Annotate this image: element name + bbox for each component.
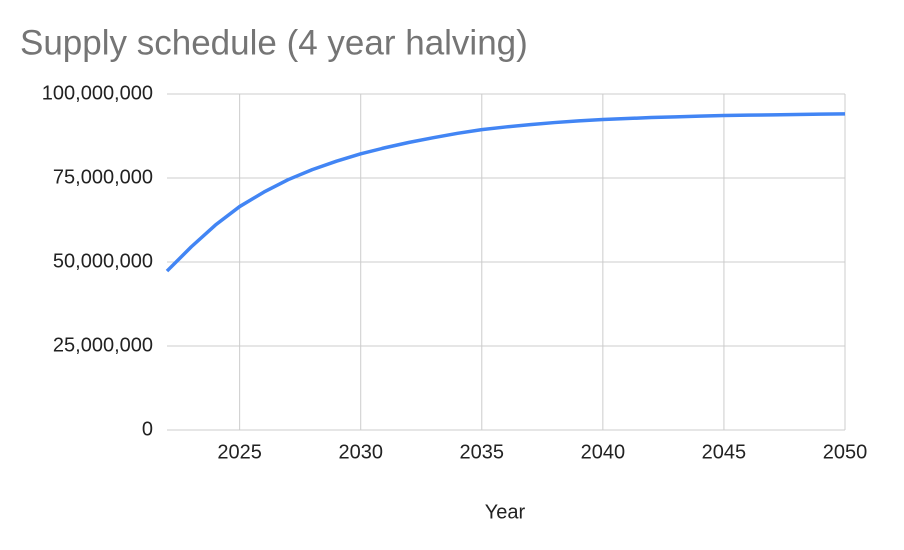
x-tick-label: 2045 <box>702 441 747 463</box>
data-line <box>165 112 846 273</box>
chart-title: Supply schedule (4 year halving) <box>20 23 528 62</box>
y-tick-label: 75,000,000 <box>53 166 153 188</box>
y-tick-label: 0 <box>142 418 153 440</box>
y-tick-label: 25,000,000 <box>53 334 153 356</box>
y-tick-label: 50,000,000 <box>53 250 153 272</box>
x-axis-label: Year <box>485 501 526 523</box>
x-tick-label: 2030 <box>338 441 383 463</box>
y-tick-label: 100,000,000 <box>42 82 153 104</box>
x-tick-label: 2050 <box>823 441 868 463</box>
x-tick-label: 2025 <box>217 441 262 463</box>
x-tick-label: 2035 <box>460 441 505 463</box>
x-tick-label: 2040 <box>581 441 626 463</box>
